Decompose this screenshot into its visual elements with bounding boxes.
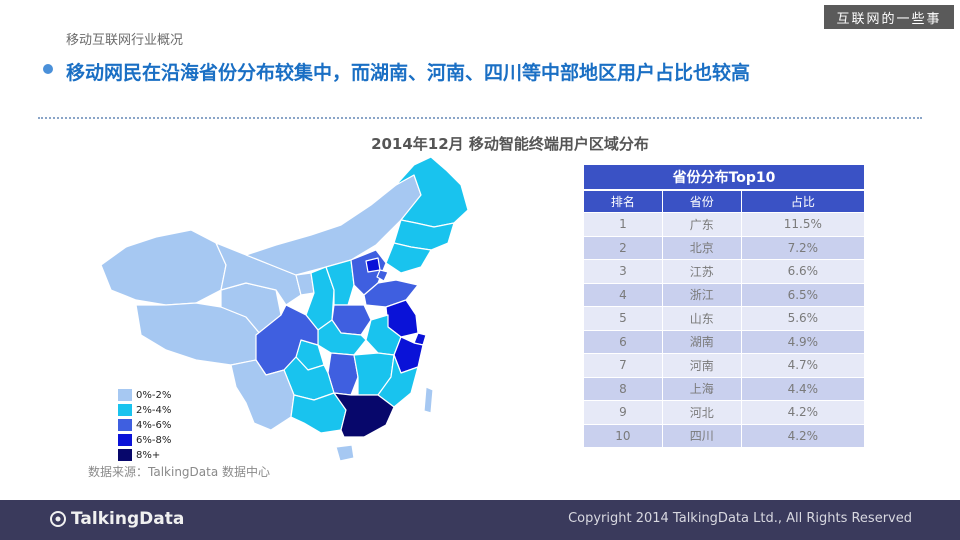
region-hubei bbox=[317, 319, 367, 356]
legend-label: 2%-4% bbox=[136, 404, 172, 416]
footer-bar bbox=[0, 500, 960, 540]
table-row: 4 浙江 6.5% bbox=[583, 282, 866, 307]
legend-swatch bbox=[118, 449, 132, 461]
region-hainan bbox=[335, 444, 355, 462]
cell-rank: 1 bbox=[583, 212, 663, 237]
legend-item: 6%-8% bbox=[118, 433, 171, 447]
table-row: 10 四川 4.2% bbox=[583, 423, 866, 448]
cell-rank: 5 bbox=[583, 306, 663, 331]
cell-share: 7.2% bbox=[740, 235, 866, 260]
cell-share: 4.7% bbox=[740, 353, 866, 378]
cell-share: 4.2% bbox=[740, 400, 866, 425]
table-grid: 排名 省份 占比 1 广东 11.5% 2 北京 7.2% 3 江苏 6.6% bbox=[583, 190, 866, 448]
table-row: 1 广东 11.5% bbox=[583, 212, 866, 237]
legend-item: 0%-2% bbox=[118, 388, 171, 402]
table-row: 2 北京 7.2% bbox=[583, 235, 866, 260]
talkingdata-logo-icon bbox=[50, 511, 66, 527]
legend-swatch bbox=[118, 404, 132, 416]
slide-headline: 移动网民在沿海省份分布较集中，而湖南、河南、四川等中部地区用户占比也较高 bbox=[66, 62, 751, 84]
cell-province: 四川 bbox=[661, 423, 742, 448]
cell-share: 6.5% bbox=[740, 282, 866, 307]
top10-table: 省份分布Top10 排名 省份 占比 1 广东 11.5% 2 北京 7.2% … bbox=[583, 164, 866, 448]
cell-province: 北京 bbox=[661, 235, 742, 260]
table-row: 8 上海 4.4% bbox=[583, 376, 866, 401]
cell-share: 4.9% bbox=[740, 329, 866, 354]
bullet-dot-icon bbox=[43, 64, 53, 74]
cell-province: 广东 bbox=[661, 212, 742, 237]
region-guangdong bbox=[333, 392, 395, 438]
table-row: 3 江苏 6.6% bbox=[583, 259, 866, 284]
footer-logo-text: TalkingData bbox=[71, 509, 185, 529]
cell-rank: 2 bbox=[583, 235, 663, 260]
map-title: 2014年12月 移动智能终端用户区域分布 bbox=[371, 135, 649, 153]
section-label: 移动互联网行业概况 bbox=[66, 33, 184, 48]
legend-swatch bbox=[118, 419, 132, 431]
legend-item: 4%-6% bbox=[118, 418, 171, 432]
header-rank: 排名 bbox=[583, 190, 663, 213]
map-svg bbox=[100, 156, 469, 462]
cell-rank: 4 bbox=[583, 282, 663, 307]
legend-label: 0%-2% bbox=[136, 389, 172, 401]
cell-share: 6.6% bbox=[740, 259, 866, 284]
cell-rank: 10 bbox=[583, 423, 663, 448]
cell-share: 4.4% bbox=[740, 376, 866, 401]
cell-share: 4.2% bbox=[740, 423, 866, 448]
legend-swatch bbox=[118, 389, 132, 401]
region-tianjin bbox=[376, 269, 389, 282]
legend-label: 8%+ bbox=[136, 449, 161, 461]
cell-rank: 3 bbox=[583, 259, 663, 284]
cell-province: 山东 bbox=[661, 306, 742, 331]
china-province-map bbox=[96, 155, 476, 465]
cell-rank: 6 bbox=[583, 329, 663, 354]
table-header-row: 排名 省份 占比 bbox=[583, 190, 866, 213]
legend-swatch bbox=[118, 434, 132, 446]
cell-rank: 7 bbox=[583, 353, 663, 378]
table-row: 7 河南 4.7% bbox=[583, 353, 866, 378]
region-yunnan bbox=[230, 359, 295, 431]
map-legend: 0%-2% 2%-4% 4%-6% 6%-8% 8%+ bbox=[118, 388, 171, 463]
cell-share: 5.6% bbox=[740, 306, 866, 331]
cell-province: 河北 bbox=[661, 400, 742, 425]
cell-province: 江苏 bbox=[661, 259, 742, 284]
header-province: 省份 bbox=[661, 190, 742, 213]
table-row: 6 湖南 4.9% bbox=[583, 329, 866, 354]
footer-logo: TalkingData bbox=[50, 509, 184, 529]
copyright-text: Copyright 2014 TalkingData Ltd., All Rig… bbox=[568, 511, 912, 526]
cell-share: 11.5% bbox=[740, 212, 866, 237]
table-title: 省份分布Top10 bbox=[583, 164, 865, 190]
cell-province: 浙江 bbox=[661, 282, 742, 307]
header-share: 占比 bbox=[740, 190, 866, 213]
region-xinjiang bbox=[100, 229, 227, 306]
legend-item: 8%+ bbox=[118, 448, 171, 462]
cell-rank: 8 bbox=[583, 376, 663, 401]
cell-province: 湖南 bbox=[661, 329, 742, 354]
table-row: 5 山东 5.6% bbox=[583, 306, 866, 331]
cell-rank: 9 bbox=[583, 400, 663, 425]
brand-tag: 互联网的一些事 bbox=[824, 5, 954, 29]
legend-label: 6%-8% bbox=[136, 434, 172, 446]
table-row: 9 河北 4.2% bbox=[583, 400, 866, 425]
cell-province: 上海 bbox=[661, 376, 742, 401]
legend-label: 4%-6% bbox=[136, 419, 172, 431]
region-taiwan bbox=[423, 386, 434, 414]
region-beijing bbox=[365, 257, 381, 273]
legend-item: 2%-4% bbox=[118, 403, 171, 417]
region-fujian bbox=[377, 354, 419, 408]
cell-province: 河南 bbox=[661, 353, 742, 378]
divider bbox=[38, 117, 922, 119]
data-source-note: 数据来源：TalkingData 数据中心 bbox=[88, 465, 271, 479]
